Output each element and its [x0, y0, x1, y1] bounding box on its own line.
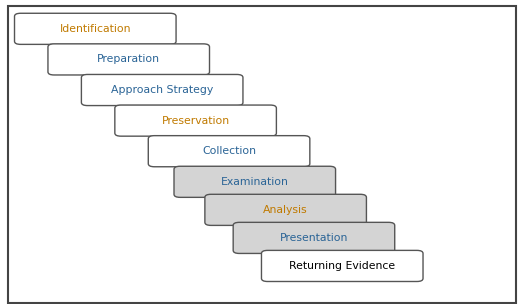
Text: Preparation: Preparation: [97, 54, 160, 64]
FancyBboxPatch shape: [148, 136, 310, 167]
Text: Analysis: Analysis: [264, 205, 308, 215]
Text: Presentation: Presentation: [280, 233, 348, 243]
Text: Examination: Examination: [221, 177, 289, 187]
Text: Collection: Collection: [202, 146, 256, 156]
Text: Returning Evidence: Returning Evidence: [289, 261, 395, 271]
FancyBboxPatch shape: [81, 75, 243, 106]
Text: Approach Strategy: Approach Strategy: [111, 85, 213, 95]
FancyBboxPatch shape: [233, 222, 395, 254]
FancyBboxPatch shape: [48, 44, 209, 75]
FancyBboxPatch shape: [15, 13, 176, 45]
FancyBboxPatch shape: [174, 166, 335, 197]
Text: Identification: Identification: [59, 24, 131, 34]
FancyBboxPatch shape: [205, 194, 366, 225]
FancyBboxPatch shape: [261, 251, 423, 282]
FancyBboxPatch shape: [115, 105, 276, 136]
Text: Preservation: Preservation: [162, 116, 229, 126]
